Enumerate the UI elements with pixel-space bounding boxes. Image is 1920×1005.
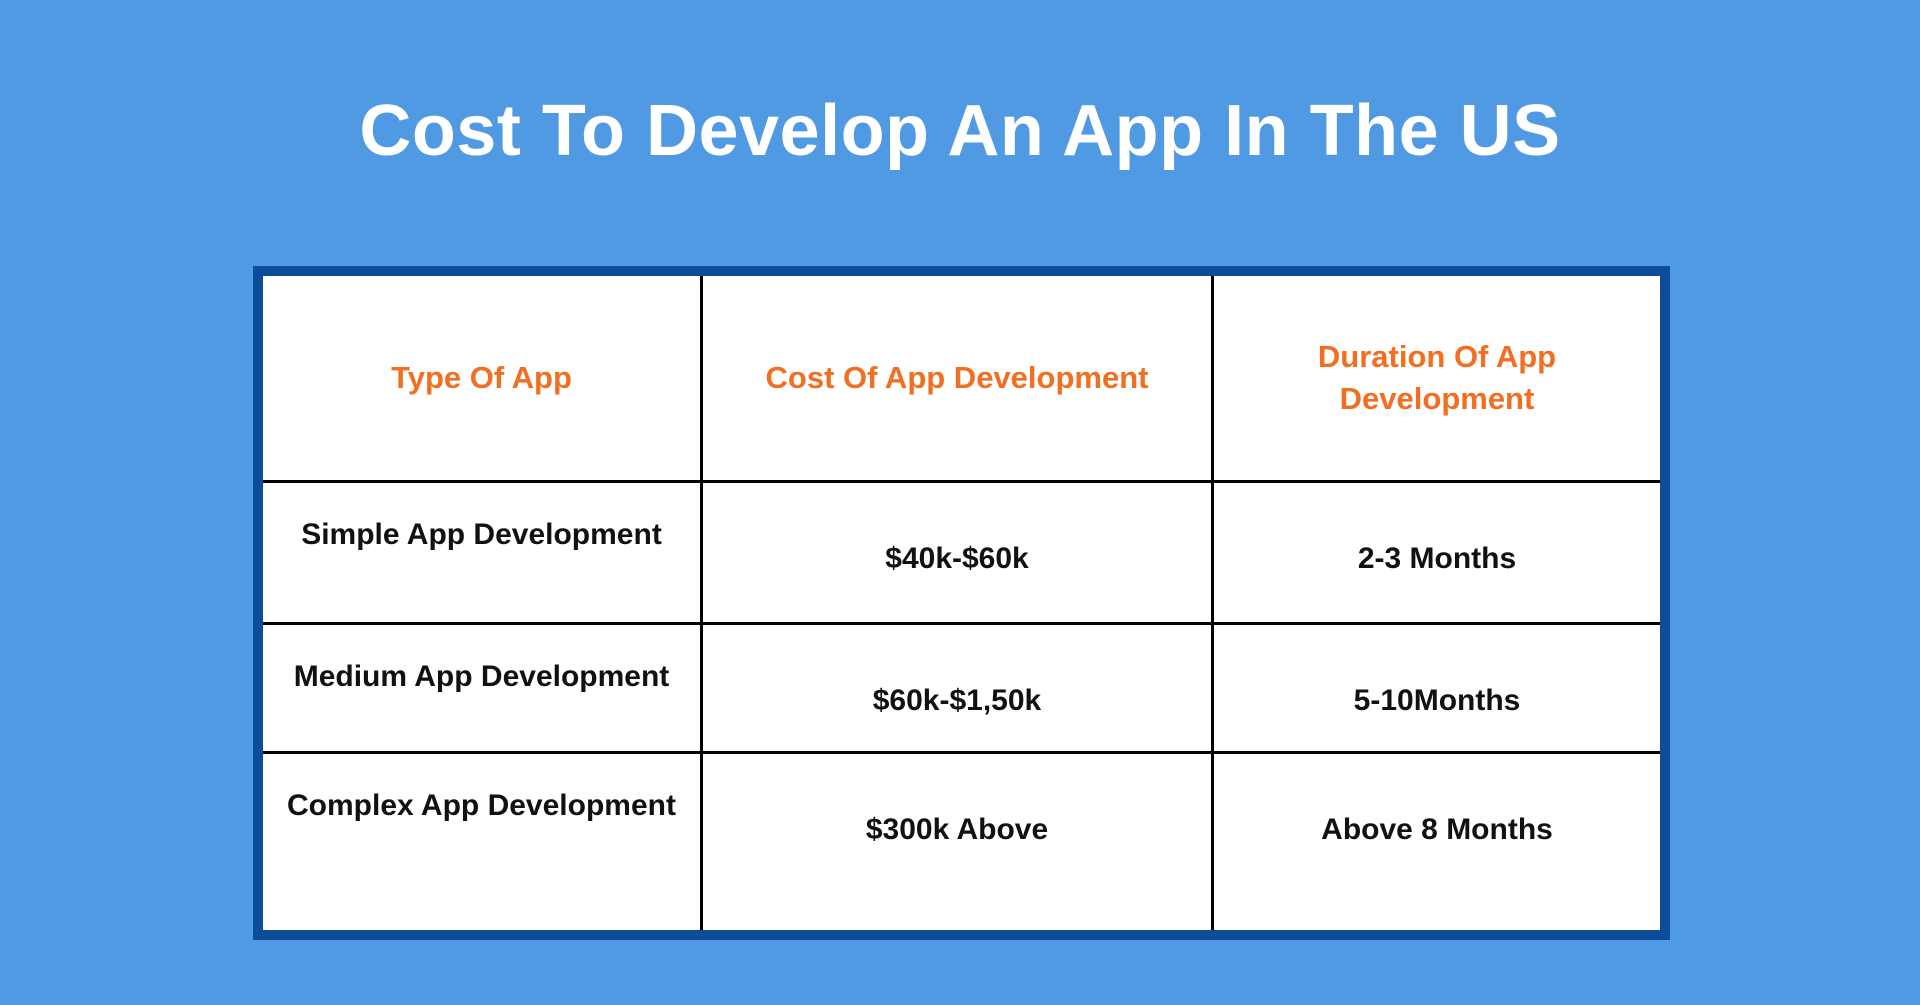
table-row-simple-type: Simple App Development — [263, 483, 703, 625]
cell-text: $40k-$60k — [885, 542, 1029, 575]
table-row-simple-duration: 2-3 Months — [1214, 483, 1660, 625]
header-label-cost: Cost Of App Development — [765, 360, 1149, 395]
header-cell-type-of-app: Type Of App — [263, 276, 703, 483]
table-row-simple-cost: $40k-$60k — [703, 483, 1214, 625]
cell-text: Complex App Development — [287, 789, 676, 822]
table-row-complex-cost: $300k Above — [703, 754, 1214, 930]
cell-text: $60k-$1,50k — [872, 684, 1042, 717]
cell-text: 5-10Months — [1353, 684, 1521, 717]
cell-text: $300k Above — [865, 813, 1049, 846]
cost-table: Type Of App Cost Of App Development Dura… — [253, 266, 1670, 940]
table-row-medium-type: Medium App Development — [263, 625, 703, 754]
table-row-complex-type: Complex App Development — [263, 754, 703, 930]
header-label-duration: Duration Of App Development — [1317, 339, 1557, 416]
header-cell-cost: Cost Of App Development — [703, 276, 1214, 483]
header-label-type-of-app: Type Of App — [391, 360, 572, 395]
header-cell-duration: Duration Of App Development — [1214, 276, 1660, 483]
cell-text: Simple App Development — [301, 518, 662, 551]
cell-text: Above 8 Months — [1321, 813, 1553, 846]
page-title: Cost To Develop An App In The US — [359, 91, 1561, 171]
table-row-medium-cost: $60k-$1,50k — [703, 625, 1214, 754]
table-row-complex-duration: Above 8 Months — [1214, 754, 1660, 930]
cell-text: Medium App Development — [293, 660, 670, 693]
cell-text: 2-3 Months — [1357, 542, 1517, 575]
table-row-medium-duration: 5-10Months — [1214, 625, 1660, 754]
